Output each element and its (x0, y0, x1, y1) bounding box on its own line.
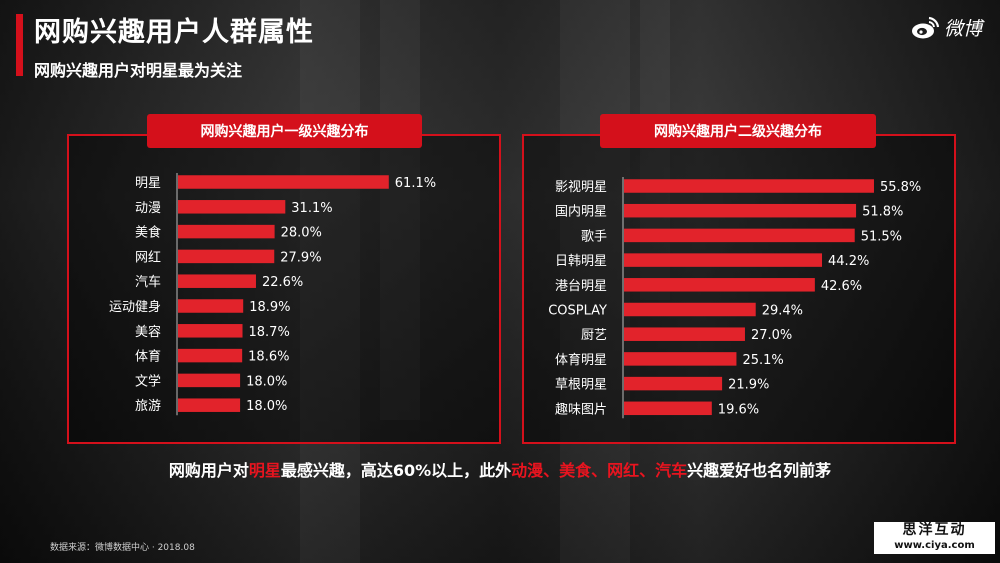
value-label: 42.6% (821, 279, 862, 294)
category-label: 网红 (135, 249, 161, 265)
bar (178, 249, 275, 264)
conclusion-part-2: 最感兴趣，高达60%以上，此外 (280, 461, 512, 480)
value-label: 51.8% (862, 205, 903, 220)
category-label: 文学 (135, 373, 161, 389)
value-label: 27.0% (751, 328, 792, 343)
conclusion-highlight-2: 动漫、美食、网红、汽车 (511, 461, 688, 480)
primary-interest-bar-chart: 明星 61.1% 动漫 31.1% 美食 28.0% 网红 27.9% 汽车 22.6% 运动健身 1… (109, 173, 436, 416)
bar (624, 179, 874, 193)
weibo-eye-icon (911, 16, 940, 38)
category-label: 草根明星 (555, 378, 607, 393)
bar (178, 324, 243, 338)
conclusion-highlight-1: 明星 (248, 461, 281, 480)
category-label: 港台明星 (555, 279, 607, 294)
category-label: 趣味图片 (555, 402, 607, 417)
bar (624, 401, 712, 416)
bar (178, 224, 275, 239)
category-label: 运动健身 (109, 299, 161, 315)
category-label: COSPLAY (548, 304, 607, 319)
value-label: 19.6% (718, 402, 759, 417)
bar (178, 348, 243, 363)
watermark-url: www.ciya.com (894, 540, 975, 551)
value-label: 55.8% (880, 180, 921, 195)
conclusion-part-1: 网购用户对 (168, 461, 249, 480)
bar (624, 327, 745, 341)
bar (178, 299, 244, 313)
watermark-title: 思洋互动 (902, 522, 967, 538)
page-title: 网购兴趣用户人群属性 (34, 17, 314, 48)
bar (178, 373, 241, 388)
value-label: 25.1% (742, 353, 783, 368)
conclusion-text: 网购用户对明星最感兴趣，高达60%以上，此外动漫、美食、网红、汽车兴趣爱好也名列… (0, 457, 1000, 481)
value-label: 18.7% (249, 325, 290, 340)
logo-text: 微博 (943, 18, 982, 40)
chart-title-primary: 网购兴趣用户一级兴趣分布 (147, 114, 422, 148)
value-label: 28.0% (281, 226, 322, 241)
value-label: 31.1% (291, 201, 332, 216)
value-label: 21.9% (728, 378, 769, 393)
watermark-badge: 思洋互动 www.ciya.com (874, 522, 995, 554)
bar (624, 228, 855, 243)
bar (624, 253, 823, 267)
value-label: 61.1% (395, 176, 436, 191)
bar (624, 302, 756, 317)
bar (624, 203, 857, 218)
bar (624, 352, 737, 366)
bar (178, 200, 286, 214)
value-label: 18.0% (246, 399, 287, 414)
category-label: 体育 (135, 349, 161, 365)
category-label: 影视明星 (555, 180, 607, 195)
category-label: 明星 (135, 176, 161, 191)
category-label: 动漫 (135, 201, 161, 216)
value-label: 22.6% (262, 275, 303, 290)
chart-title-secondary: 网购兴趣用户二级兴趣分布 (600, 114, 876, 148)
page-subtitle: 网购兴趣用户对明星最为关注 (34, 61, 243, 80)
value-label: 27.9% (280, 250, 321, 265)
category-label: 国内明星 (555, 204, 607, 220)
category-label: 日韩明星 (555, 254, 607, 269)
category-label: 厨艺 (581, 328, 607, 343)
category-label: 体育明星 (555, 352, 607, 368)
bar (624, 278, 815, 292)
bar (178, 175, 389, 189)
category-label: 美容 (135, 324, 161, 340)
bar (178, 398, 241, 412)
value-label: 51.5% (861, 229, 902, 244)
bar (178, 274, 256, 288)
category-label: 汽车 (135, 274, 161, 290)
weibo-logo: 微博 (910, 14, 982, 41)
value-label: 18.6% (248, 350, 289, 365)
value-label: 18.0% (246, 374, 287, 389)
conclusion-part-3: 兴趣爱好也名列前茅 (687, 461, 832, 480)
category-label: 歌手 (581, 229, 607, 244)
value-label: 18.9% (249, 300, 290, 315)
bar (624, 376, 723, 391)
secondary-interest-bar-chart: 影视明星 55.8% 国内明星 51.8% 歌手 51.5% 日韩明星 44.2% 港台明星 42… (548, 177, 921, 419)
category-label: 美食 (135, 225, 161, 241)
value-label: 44.2% (828, 254, 869, 269)
data-source-note: 数据来源：微博数据中心 · 2018.08 (50, 543, 195, 553)
title-accent-bar (16, 14, 23, 76)
category-label: 旅游 (135, 399, 161, 414)
value-label: 29.4% (762, 304, 803, 319)
